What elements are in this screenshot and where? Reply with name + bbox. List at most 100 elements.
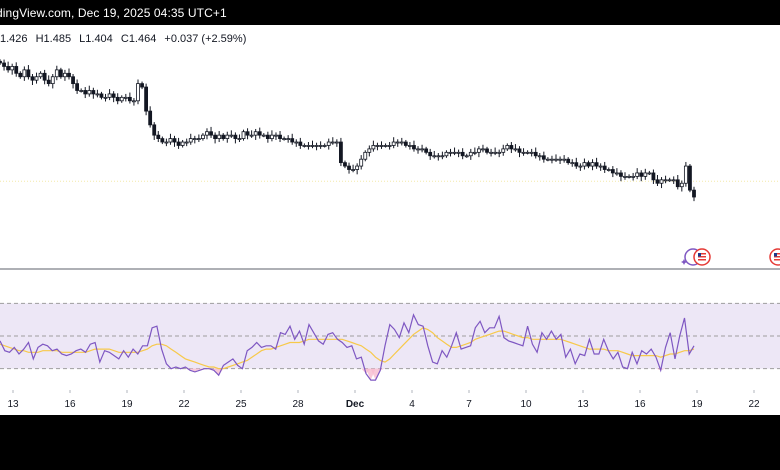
candle <box>172 135 177 147</box>
candle-body <box>436 155 441 158</box>
candle <box>509 142 514 154</box>
candle <box>440 151 445 160</box>
candle <box>379 141 384 149</box>
candle-body <box>477 148 481 153</box>
candle-body <box>196 138 201 140</box>
x-tick-label: 16 <box>634 399 646 410</box>
candle-body <box>408 145 412 147</box>
candle-body <box>383 145 388 147</box>
candle <box>127 92 132 104</box>
candle <box>683 161 688 187</box>
candle-body <box>79 90 84 92</box>
candle <box>270 130 274 142</box>
candle <box>679 180 684 192</box>
candle-body <box>261 134 266 137</box>
candle <box>83 87 88 99</box>
rsi-oversold-fill <box>370 368 381 381</box>
candle <box>667 177 672 182</box>
candle <box>367 145 372 157</box>
candle-body <box>545 158 550 161</box>
candle-body <box>489 151 493 154</box>
chart-header: dingView.com, Dec 19, 2025 04:35 UTC+1 <box>0 6 227 20</box>
candle-body <box>623 175 627 178</box>
candle-body <box>298 141 303 146</box>
candle <box>339 137 343 167</box>
candle-body <box>448 151 453 154</box>
candle <box>180 139 185 148</box>
candle-body <box>286 138 291 140</box>
candle <box>26 65 31 80</box>
candle <box>205 128 209 140</box>
candle <box>570 159 575 167</box>
candle <box>692 186 696 202</box>
candle-body <box>54 69 59 78</box>
candle <box>554 154 558 162</box>
chart-panel[interactable]: 1.426 H1.485 L1.404 C1.464 +0.037 (+2.59… <box>0 25 780 415</box>
candle <box>444 150 449 158</box>
candle <box>464 153 469 158</box>
candle-body <box>127 96 132 102</box>
candle-body <box>521 151 526 154</box>
candle-body <box>310 145 315 147</box>
chart-svg[interactable]: 131619222528Dec47101316192225 <box>0 25 780 415</box>
candle-body <box>233 134 238 139</box>
candle <box>168 133 173 145</box>
candle-body <box>485 148 489 153</box>
candle <box>659 177 664 189</box>
candle-body <box>525 151 530 154</box>
candle-body <box>590 162 595 167</box>
candle-body <box>156 134 161 139</box>
candle <box>472 147 477 156</box>
candle-body <box>229 134 234 137</box>
candle <box>79 88 84 93</box>
candle <box>176 137 181 149</box>
candle <box>249 130 254 138</box>
candle <box>18 71 23 79</box>
candle <box>343 160 347 169</box>
candle <box>237 134 242 143</box>
candle-body <box>160 138 165 143</box>
x-tick-label: 4 <box>409 399 415 410</box>
candle-body <box>412 145 416 150</box>
candle-body <box>566 158 571 164</box>
candle-body <box>683 165 688 184</box>
x-tick-label: 7 <box>466 399 472 410</box>
candle-body <box>655 179 660 184</box>
candle <box>363 150 368 162</box>
candle-body <box>493 151 498 154</box>
candle-body <box>136 83 140 102</box>
candle <box>525 150 530 155</box>
event-flag-icon[interactable] <box>684 248 711 266</box>
candle <box>221 133 226 141</box>
candle-body <box>395 141 400 144</box>
candle <box>655 175 660 187</box>
ohlc-legend: 1.426 H1.485 L1.404 C1.464 +0.037 (+2.59… <box>0 33 246 45</box>
candle-body <box>302 145 307 147</box>
candle <box>75 79 80 94</box>
candle-body <box>241 131 246 139</box>
candle-body <box>67 72 71 78</box>
candle <box>387 142 392 150</box>
candle-body <box>14 66 19 74</box>
candle-body <box>432 155 437 158</box>
candle-body <box>111 93 116 98</box>
candle-body <box>550 158 554 161</box>
candle <box>314 142 319 151</box>
candle-body <box>643 172 648 177</box>
candle-body <box>586 162 591 167</box>
candle-body <box>631 175 636 178</box>
x-tick-label: 22 <box>748 399 760 410</box>
candle-body <box>497 151 502 154</box>
candle <box>537 153 542 161</box>
us-flag-icon[interactable] <box>769 248 780 266</box>
candle <box>627 174 631 179</box>
candle-body <box>464 155 469 158</box>
candle-body <box>598 165 603 168</box>
candle-body <box>209 131 213 136</box>
candle-body <box>257 131 262 136</box>
candle-body <box>460 151 465 157</box>
candle-body <box>578 165 583 168</box>
candle-body <box>554 158 558 161</box>
candle <box>58 67 63 79</box>
candle <box>562 155 567 163</box>
